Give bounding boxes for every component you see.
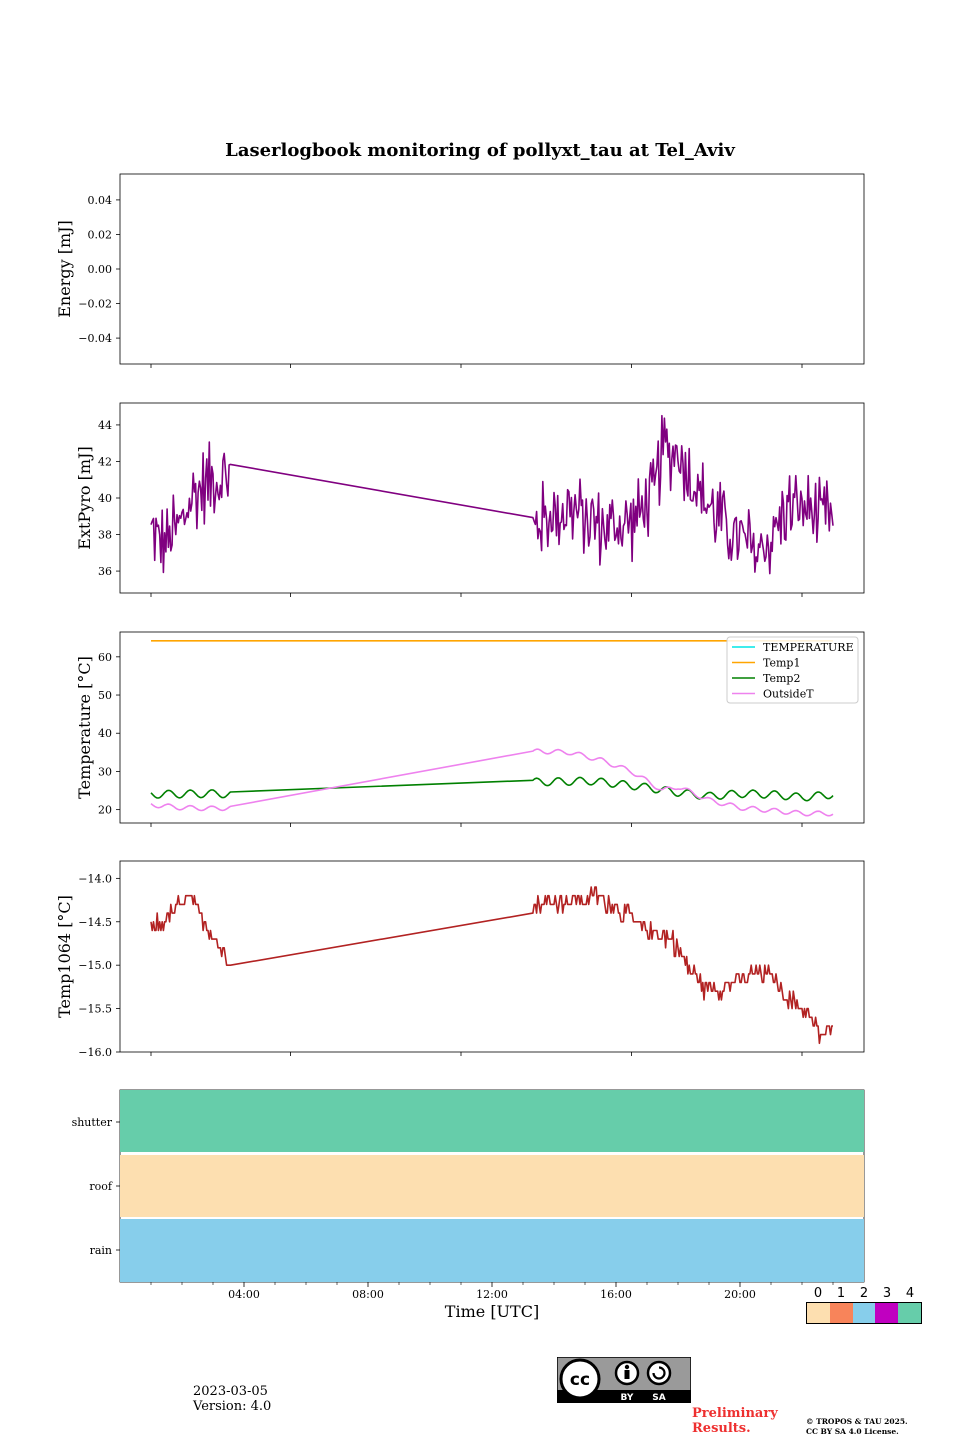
series-line-outsidet bbox=[150, 748, 834, 817]
cc-by-text: BY bbox=[621, 1393, 634, 1403]
y-tick-label: 30 bbox=[98, 765, 112, 778]
colorbar-tick: 4 bbox=[905, 1286, 915, 1301]
y-tick-label: shutter bbox=[72, 1116, 113, 1129]
y-tick-label: −15.5 bbox=[78, 1003, 112, 1016]
y-tick-label: 42 bbox=[98, 455, 112, 468]
preliminary-note: Preliminary Results. bbox=[692, 1406, 778, 1436]
y-axis-label: ExtPyro [mJ] bbox=[75, 446, 94, 549]
y-tick-label: 40 bbox=[98, 492, 112, 505]
y-axis-label: Temperature [°C] bbox=[75, 656, 94, 799]
colorbar-ticks: 0 1 2 3 4 bbox=[806, 1286, 922, 1302]
y-tick-label: rain bbox=[90, 1244, 112, 1257]
legend-label: Temp1 bbox=[763, 657, 800, 670]
axes-frame bbox=[119, 402, 865, 594]
colorbar-tick: 0 bbox=[813, 1286, 823, 1301]
panel-4: shutter roof rain 04:00 08:00 12:00 16:00 20:00 bbox=[72, 1089, 865, 1301]
colorbar-tick: 3 bbox=[882, 1286, 892, 1301]
y-tick-label: roof bbox=[89, 1180, 113, 1193]
legend-box bbox=[726, 636, 859, 704]
y-tick-label: 40 bbox=[98, 727, 112, 740]
status-band-roof bbox=[120, 1155, 864, 1217]
axes-frame bbox=[119, 860, 865, 1053]
y-tick-label: 60 bbox=[98, 651, 112, 664]
legend-label: TEMPERATURE bbox=[763, 641, 854, 654]
status-band-rain bbox=[120, 1219, 864, 1282]
cc-sa-text: SA bbox=[652, 1393, 665, 1403]
x-tick-label: 08:00 bbox=[352, 1288, 384, 1301]
x-tick-label: 16:00 bbox=[600, 1288, 632, 1301]
y-tick-label: −0.04 bbox=[78, 332, 112, 345]
copyright-line-1: © TROPOS & TAU 2025. bbox=[806, 1417, 908, 1426]
copyright-line-2: CC BY SA 4.0 License. bbox=[806, 1427, 899, 1436]
panel-2: 20 30 40 50 60 Temperature [°C] TEMPERATURE Tem… bbox=[75, 631, 865, 827]
preliminary-text: Preliminary bbox=[692, 1406, 778, 1421]
y-tick-label: 50 bbox=[98, 689, 112, 702]
panel-0: 0.04 0.02 0.00 −0.02 −0.04 Energy [mJ] bbox=[55, 173, 865, 368]
svg-text:cc: cc bbox=[570, 1370, 590, 1390]
colorbar-cell-3 bbox=[875, 1303, 899, 1323]
axes-frame bbox=[119, 173, 865, 365]
y-tick-label: 20 bbox=[98, 804, 112, 817]
x-tick-label: 20:00 bbox=[724, 1288, 756, 1301]
colorbar-cell-2 bbox=[852, 1303, 876, 1323]
series-line-data bbox=[150, 886, 833, 1045]
y-axis-label: Energy [mJ] bbox=[55, 220, 74, 318]
x-axis-label: Time [UTC] bbox=[444, 1302, 540, 1321]
y-tick-label: 44 bbox=[98, 419, 112, 432]
footer-date: 2023-03-05 bbox=[193, 1384, 268, 1399]
y-tick-label: 0.04 bbox=[88, 194, 113, 207]
results-text: Results. bbox=[692, 1421, 751, 1436]
y-tick-label: −0.02 bbox=[78, 298, 112, 311]
y-tick-label: −16.0 bbox=[78, 1046, 112, 1059]
colorbar-cell-4 bbox=[898, 1303, 921, 1323]
series-line-temp2 bbox=[150, 776, 834, 802]
panel-3: −14.0 −14.5 −15.0 −15.5 −16.0 Temp1064 [°C] bbox=[55, 860, 865, 1059]
colorbar-tick: 1 bbox=[836, 1286, 846, 1301]
cc-by-sa-badge: cc BY SA bbox=[557, 1357, 691, 1403]
x-tick-label: 12:00 bbox=[476, 1288, 508, 1301]
copyright-note: © TROPOS & TAU 2025. CC BY SA 4.0 Licens… bbox=[806, 1417, 908, 1437]
y-tick-label: 36 bbox=[98, 565, 112, 578]
axes-frame bbox=[119, 631, 865, 824]
y-tick-label: 0.00 bbox=[88, 263, 113, 276]
x-tick-label: 04:00 bbox=[228, 1288, 260, 1301]
footer-date-version: 2023-03-05 Version: 4.0 bbox=[193, 1384, 271, 1414]
y-axis-label: Temp1064 [°C] bbox=[55, 895, 74, 1018]
colorbar-tick: 2 bbox=[859, 1286, 869, 1301]
status-band-shutter bbox=[120, 1090, 864, 1152]
y-tick-label: −14.5 bbox=[78, 916, 112, 929]
footer-version: Version: 4.0 bbox=[193, 1399, 272, 1414]
legend-label: Temp2 bbox=[763, 672, 800, 685]
legend-label: OutsideT bbox=[763, 688, 814, 701]
legend: TEMPERATURE Temp1 Temp2 OutsideT bbox=[726, 636, 859, 704]
y-tick-label: −14.0 bbox=[78, 872, 112, 885]
y-tick-label: 0.02 bbox=[88, 228, 113, 241]
chart-title: Laserlogbook monitoring of pollyxt_tau a… bbox=[225, 140, 735, 161]
colorbar-cell-0 bbox=[807, 1303, 830, 1323]
y-tick-label: −15.0 bbox=[78, 959, 112, 972]
series-line-data bbox=[150, 414, 834, 575]
status-colorbar bbox=[806, 1302, 922, 1324]
y-tick-label: 38 bbox=[98, 529, 112, 542]
panel-1: 36 38 40 42 44 ExtPyro [mJ] bbox=[75, 402, 865, 597]
colorbar-cell-1 bbox=[829, 1303, 853, 1323]
